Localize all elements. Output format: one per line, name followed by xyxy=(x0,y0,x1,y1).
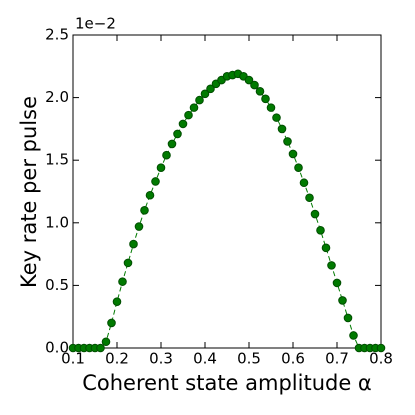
marker xyxy=(101,337,111,347)
y-tick-label: 1.5 xyxy=(45,151,69,169)
marker xyxy=(283,137,292,146)
y-axis-label: Key rate per pulse xyxy=(17,96,41,288)
marker xyxy=(376,343,386,353)
marker xyxy=(349,331,358,340)
marker xyxy=(327,261,336,270)
offset-text: 1e−2 xyxy=(75,15,116,33)
marker xyxy=(123,258,133,268)
y-tick-label: 2.0 xyxy=(45,88,69,106)
y-tick-label: 0.0 xyxy=(45,339,69,357)
marker xyxy=(156,163,166,173)
marker xyxy=(189,103,199,112)
marker xyxy=(107,318,116,328)
x-tick-label: 0.1 xyxy=(61,350,85,368)
x-tick-label: 0.4 xyxy=(193,350,217,368)
marker xyxy=(173,129,182,139)
marker xyxy=(299,178,309,188)
marker xyxy=(112,297,122,306)
x-tick-label: 0.7 xyxy=(325,350,349,368)
y-tick-label: 2.5 xyxy=(45,26,69,44)
marker xyxy=(244,75,254,85)
marker xyxy=(184,110,193,120)
marker xyxy=(167,139,177,149)
marker xyxy=(151,177,160,186)
marker xyxy=(96,343,105,353)
marker xyxy=(316,226,325,235)
marker xyxy=(294,163,303,173)
x-tick-label: 0.2 xyxy=(105,350,129,368)
marker xyxy=(206,84,215,94)
marker xyxy=(129,239,138,249)
marker xyxy=(200,89,210,99)
x-tick-label: 0.5 xyxy=(237,350,261,368)
y-tick-label: 1.0 xyxy=(45,213,69,231)
marker xyxy=(288,149,298,159)
marker xyxy=(250,80,259,90)
marker xyxy=(261,94,270,104)
marker xyxy=(255,87,265,96)
y-tick-label: 0.5 xyxy=(45,276,69,294)
x-tick-label: 0.3 xyxy=(149,350,173,368)
marker xyxy=(310,209,320,219)
marker xyxy=(162,150,171,160)
marker xyxy=(343,313,353,323)
marker xyxy=(338,296,347,305)
series-line xyxy=(73,73,381,349)
marker xyxy=(272,113,281,122)
marker xyxy=(145,190,155,200)
marker xyxy=(195,95,204,105)
marker xyxy=(118,277,127,286)
plot-frame xyxy=(72,34,382,349)
marker xyxy=(277,124,287,134)
x-axis-label: Coherent state amplitude α xyxy=(82,371,372,395)
marker xyxy=(134,222,144,231)
marker xyxy=(140,205,149,215)
marker xyxy=(332,278,342,288)
x-tick-label: 0.8 xyxy=(369,350,393,368)
marker xyxy=(305,193,314,203)
x-tick-label: 0.6 xyxy=(281,350,305,368)
marker xyxy=(178,119,188,129)
marker xyxy=(266,103,276,112)
marker xyxy=(321,243,331,253)
